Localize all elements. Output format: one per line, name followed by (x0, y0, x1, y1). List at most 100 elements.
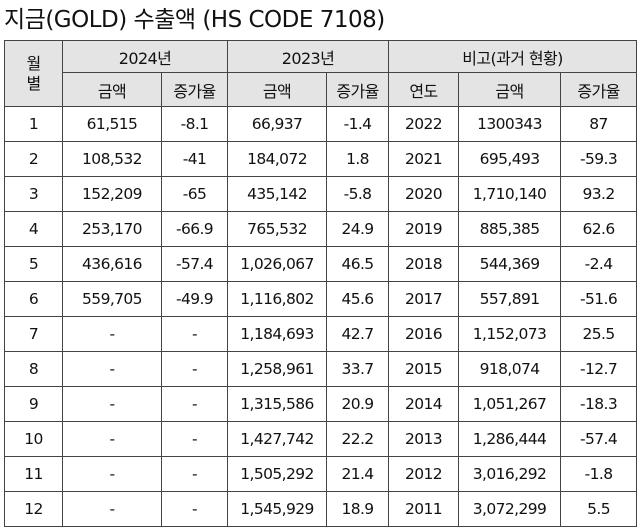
growth-2023-cell: 22.2 (326, 421, 390, 457)
month-cell: 1 (4, 106, 63, 142)
growth-2023-cell: 24.9 (326, 211, 390, 247)
amount-2023-cell: 1,505,292 (227, 456, 328, 492)
growth-2023-cell: -1.4 (326, 106, 390, 142)
month-header: 월 별 (4, 40, 63, 107)
amount-2023-cell: 1,184,693 (227, 316, 328, 352)
growth-past-cell: -18.3 (560, 386, 638, 422)
compare-header: 비고(과거 현황) (388, 40, 638, 73)
year-cell: 2019 (388, 211, 460, 247)
growth-2024-cell: - (160, 456, 229, 492)
growth-2023-cell: 33.7 (326, 351, 390, 387)
growth-2024-cell: -57.4 (160, 246, 229, 282)
growth-2024-cell: -41 (160, 141, 229, 177)
amount-past-cell: 885,385 (458, 211, 562, 247)
month-cell: 10 (4, 421, 63, 457)
amount-2023-cell: 1,116,802 (227, 281, 328, 317)
header-row-sub: 금액 증가율 금액 증가율 연도 금액 증가율 (5, 72, 638, 107)
gold-export-table: 월 별 2024년 2023년 비고(과거 현황) 금액 증가율 금액 증가율 … (4, 40, 638, 527)
growth-2024-cell: -8.1 (160, 106, 229, 142)
table-row: 11- -1,505,292 21.4 2012 3,016,292 -1.8 (4, 456, 638, 492)
amount-2023-cell: 1,258,961 (227, 351, 328, 387)
amount-past-cell: 1,286,444 (458, 421, 562, 457)
amount-past-cell: 1,051,267 (458, 386, 562, 422)
growth-2023-cell: 42.7 (326, 316, 390, 352)
amount-past-header: 금액 (458, 72, 562, 107)
year-header: 연도 (388, 72, 460, 107)
year-cell: 2012 (388, 456, 460, 492)
month-cell: 11 (4, 456, 63, 492)
header-row-top: 월 별 2024년 2023년 비고(과거 현황) (4, 40, 638, 107)
month-cell: 7 (4, 316, 63, 352)
table-row: 1 61,515 -8.1 66,937 -1.4 2022 1300343 87 (4, 106, 638, 142)
growth-2023-cell: 18.9 (326, 491, 390, 527)
growth-past-cell: -12.7 (560, 351, 638, 387)
growth-2024-cell: - (160, 316, 229, 352)
month-header-label: 월 별 (26, 53, 41, 93)
amount-past-cell: 695,493 (458, 141, 562, 177)
year-cell: 2016 (388, 316, 460, 352)
year-cell: 2011 (388, 491, 460, 527)
table-row: 10- -1,427,742 22.2 2013 1,286,444 -57.4 (4, 421, 638, 457)
month-cell: 6 (4, 281, 63, 317)
growth-2024-cell: - (160, 491, 229, 527)
year-cell: 2015 (388, 351, 460, 387)
table-row: 4 253,170 -66.9 765,532 24.9 2019 885,385 62.6 (4, 211, 638, 247)
growth-2024-cell: - (160, 351, 229, 387)
year-2024-header: 2024년 (61, 40, 229, 73)
growth-2023-cell: 46.5 (326, 246, 390, 282)
growth-past-cell: -2.4 (560, 246, 638, 282)
amount-2023-cell: 1,545,929 (227, 491, 328, 527)
month-cell: 12 (4, 491, 63, 527)
amount-2023-cell: 1,427,742 (227, 421, 328, 457)
amount-2023-cell: 184,072 (227, 141, 328, 177)
amount-2023-cell: 765,532 (227, 211, 328, 247)
growth-past-header: 증가율 (560, 72, 638, 107)
table-row: 3 152,209 -65 435,142 -5.8 2020 1,710,140 93.2 (4, 176, 638, 212)
growth-past-cell: 93.2 (560, 176, 638, 212)
amount-2023-header: 금액 (227, 72, 328, 107)
month-cell: 9 (4, 386, 63, 422)
growth-2024-header: 증가율 (160, 72, 229, 107)
growth-2024-cell: -66.9 (160, 211, 229, 247)
amount-past-cell: 918,074 (458, 351, 562, 387)
growth-past-cell: 5.5 (560, 491, 638, 527)
amount-2024-cell: - (62, 316, 162, 352)
year-cell: 2017 (388, 281, 460, 317)
table-row: 12- -1,545,929 18.9 2011 3,072,299 5.5 (4, 491, 638, 527)
growth-2023-cell: 21.4 (326, 456, 390, 492)
year-2023-header: 2023년 (227, 40, 390, 73)
amount-2024-cell: 152,209 (62, 176, 162, 212)
year-cell: 2020 (388, 176, 460, 212)
amount-2023-cell: 66,937 (227, 106, 328, 142)
growth-2024-cell: - (160, 386, 229, 422)
amount-past-cell: 1,152,073 (458, 316, 562, 352)
growth-past-cell: 62.6 (560, 211, 638, 247)
amount-2024-cell: 436,616 (62, 246, 162, 282)
amount-2024-cell: - (62, 491, 162, 527)
amount-2024-cell: - (62, 351, 162, 387)
month-cell: 8 (4, 351, 63, 387)
amount-past-cell: 1,710,140 (458, 176, 562, 212)
amount-past-cell: 3,016,292 (458, 456, 562, 492)
year-cell: 2013 (388, 421, 460, 457)
growth-2024-cell: -65 (160, 176, 229, 212)
table-row: 6 559,705 -49.9 1,116,802 45.6 2017 557,891 -51… (4, 281, 638, 317)
growth-2023-cell: 1.8 (326, 141, 390, 177)
amount-2023-cell: 1,026,067 (227, 246, 328, 282)
growth-2024-cell: -49.9 (160, 281, 229, 317)
amount-2024-cell: 61,515 (62, 106, 162, 142)
page-title: 지금(GOLD) 수출액 (HS CODE 7108) (4, 7, 385, 33)
growth-past-cell: -51.6 (560, 281, 638, 317)
year-cell: 2014 (388, 386, 460, 422)
growth-past-cell: -1.8 (560, 456, 638, 492)
amount-2024-cell: 108,532 (62, 141, 162, 177)
amount-past-cell: 557,891 (458, 281, 562, 317)
amount-2024-cell: 559,705 (62, 281, 162, 317)
year-cell: 2021 (388, 141, 460, 177)
month-cell: 3 (4, 176, 63, 212)
amount-2023-cell: 435,142 (227, 176, 328, 212)
table-row: 9- -1,315,586 20.9 2014 1,051,267 -18.3 (4, 386, 638, 422)
table-row: 2 108,532 -41 184,072 1.8 2021 695,493 -59.3 (4, 141, 638, 177)
amount-past-cell: 3,072,299 (458, 491, 562, 527)
amount-2024-header: 금액 (62, 72, 162, 107)
